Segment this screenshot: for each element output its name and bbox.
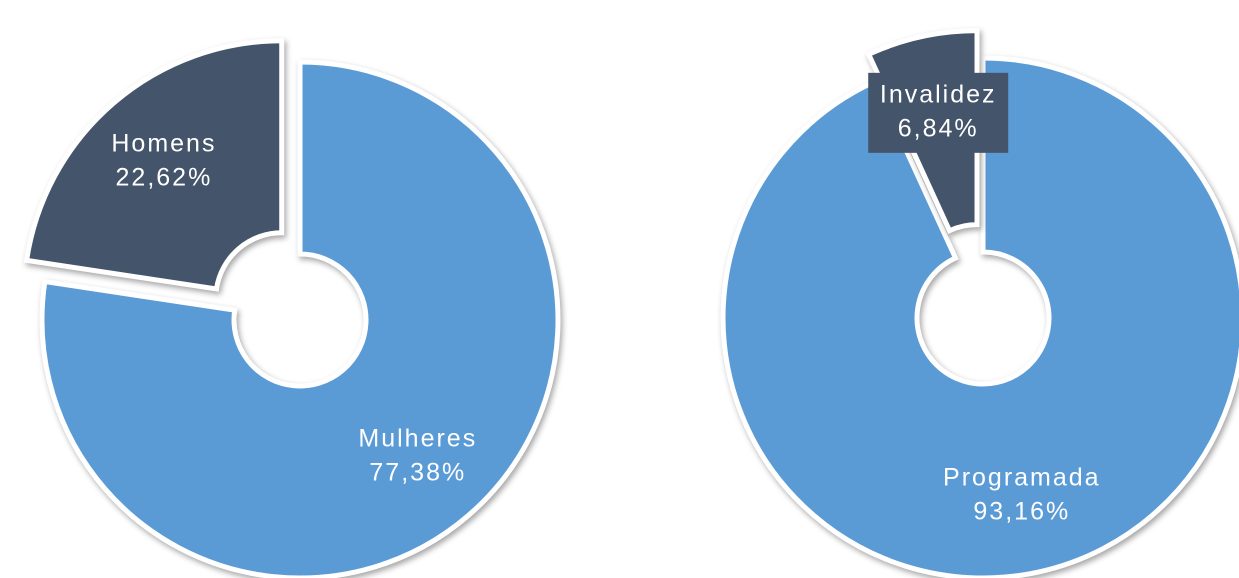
slice-name: Programada <box>943 463 1101 491</box>
slice-name: Invalidez <box>880 80 997 108</box>
slice <box>23 38 285 292</box>
slice-value: 77,38% <box>369 458 466 486</box>
label-box <box>868 72 1009 153</box>
slice-value: 6,84% <box>898 114 979 142</box>
slice <box>720 55 1239 578</box>
slice-name: Homens <box>111 130 216 158</box>
slice-value: 22,62% <box>116 164 213 192</box>
slice-name: Mulheres <box>358 424 477 452</box>
slice-value: 93,16% <box>973 497 1070 525</box>
slice <box>39 59 561 578</box>
donut <box>23 38 561 578</box>
